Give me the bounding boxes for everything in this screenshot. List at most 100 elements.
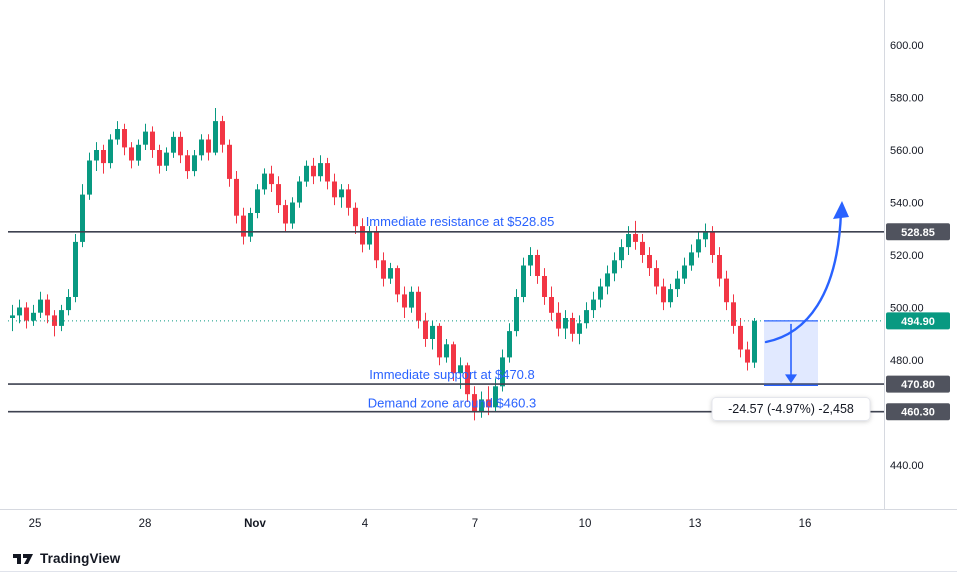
tradingview-wordmark: TradingView — [40, 551, 121, 566]
candle — [535, 249, 540, 284]
candle — [402, 286, 407, 318]
candle — [108, 134, 113, 169]
candle — [318, 155, 323, 182]
candle — [640, 234, 645, 263]
candle — [619, 239, 624, 269]
projection-arrow-up[interactable] — [764, 201, 849, 344]
price-tick-label: 520.00 — [890, 250, 924, 262]
current-price-badge: 494.90 — [886, 312, 950, 330]
attribution-footer: TradingView — [0, 546, 957, 572]
time-tick-label: 4 — [362, 518, 369, 530]
candle — [262, 168, 267, 195]
candle — [255, 184, 260, 219]
candle — [241, 207, 246, 245]
level-annotation[interactable]: Immediate support at $470.8 — [369, 367, 535, 382]
candle — [682, 257, 687, 284]
candle — [115, 121, 120, 145]
candle — [178, 131, 183, 164]
level-price-badge: 528.85 — [886, 223, 950, 241]
candle — [514, 289, 519, 337]
time-tick-label: 10 — [579, 518, 592, 530]
candle — [129, 142, 134, 169]
candle — [164, 147, 169, 171]
candle — [465, 362, 470, 402]
level-price-badge: 460.30 — [886, 403, 950, 421]
svg-text:528.85: 528.85 — [901, 227, 935, 239]
candle — [122, 123, 127, 156]
candle — [388, 262, 393, 284]
candle — [59, 304, 64, 332]
candle — [528, 247, 533, 276]
candle — [598, 278, 603, 308]
candle — [563, 310, 568, 339]
candle — [486, 386, 491, 416]
candle — [199, 134, 204, 161]
candle — [668, 283, 673, 308]
price-tick-label: 600.00 — [890, 40, 924, 52]
candle — [626, 226, 631, 255]
price-tick-label: 540.00 — [890, 198, 924, 210]
tradingview-logo-icon — [13, 554, 33, 564]
candle — [101, 144, 106, 174]
candle — [689, 244, 694, 271]
candle — [192, 150, 197, 177]
candle — [731, 294, 736, 334]
candle — [339, 184, 344, 208]
candle — [584, 302, 589, 329]
price-tick-label: 500.00 — [890, 303, 924, 315]
level-annotation[interactable]: Demand zone around $460.3 — [368, 396, 536, 411]
candle — [143, 123, 148, 150]
candles — [10, 108, 757, 421]
time-axis[interactable] — [0, 510, 957, 546]
svg-text:470.80: 470.80 — [901, 379, 935, 391]
candle — [430, 320, 435, 350]
candle — [45, 294, 50, 324]
candle — [234, 171, 239, 224]
candle — [367, 226, 372, 250]
candle — [332, 173, 337, 206]
price-tick-label: 580.00 — [890, 93, 924, 105]
candle — [423, 312, 428, 347]
candle — [444, 339, 449, 363]
measure-tool[interactable] — [764, 320, 818, 387]
level-annotation[interactable]: Immediate resistance at $528.85 — [366, 214, 555, 229]
candle — [633, 220, 638, 250]
candle — [353, 202, 358, 234]
candle — [472, 386, 477, 421]
candle — [612, 252, 617, 282]
candle — [17, 299, 22, 324]
candle — [717, 247, 722, 287]
candle — [647, 247, 652, 276]
price-axis[interactable] — [884, 0, 957, 510]
candle — [311, 157, 316, 185]
candle — [549, 286, 554, 321]
candle — [66, 289, 71, 316]
candle — [374, 226, 379, 269]
candle — [94, 142, 99, 171]
candle — [521, 257, 526, 303]
candle — [381, 252, 386, 287]
price-tick-label: 440.00 — [890, 460, 924, 472]
candle — [591, 291, 596, 318]
candle — [304, 160, 309, 187]
time-tick-label: Nov — [244, 518, 266, 530]
candle — [570, 312, 575, 342]
candle — [696, 231, 701, 258]
svg-text:460.30: 460.30 — [901, 407, 935, 419]
candle — [52, 310, 57, 337]
candle — [409, 286, 414, 313]
candle — [325, 157, 330, 190]
price-chart-canvas[interactable]: Immediate resistance at $528.85 Immediate… — [0, 0, 957, 546]
tradingview-logo-link[interactable]: TradingView — [12, 551, 120, 566]
candle — [38, 291, 43, 318]
candle — [87, 152, 92, 200]
candle — [542, 268, 547, 305]
svg-text:-24.57 (-4.97%) -2,458: -24.57 (-4.97%) -2,458 — [728, 402, 854, 416]
candle — [556, 302, 561, 337]
price-tick-label: 480.00 — [890, 355, 924, 367]
candle — [451, 341, 456, 381]
time-tick-label: 16 — [799, 518, 812, 530]
candle — [360, 218, 365, 253]
candle — [24, 302, 29, 329]
